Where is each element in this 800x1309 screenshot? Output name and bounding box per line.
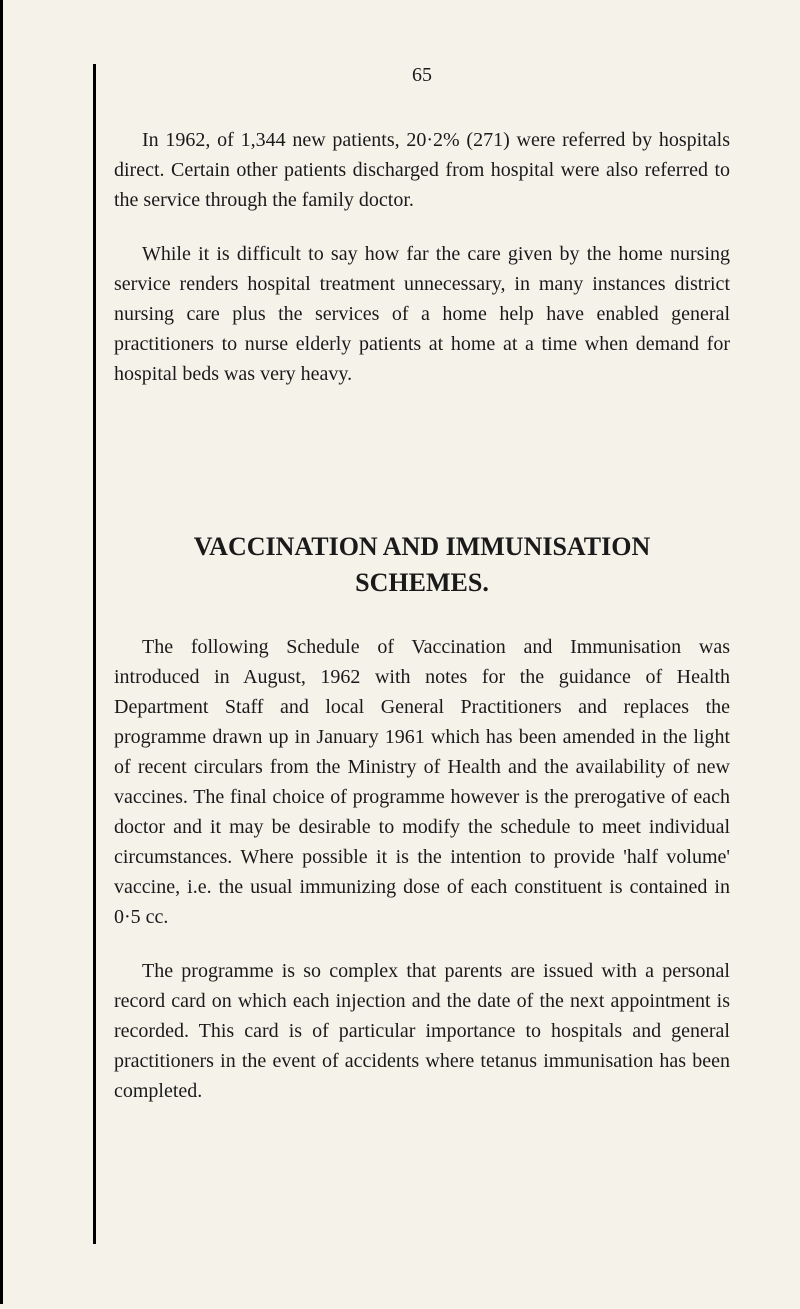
body-paragraph-4: The programme is so complex that parents… bbox=[114, 956, 730, 1106]
heading-line-2: SCHEMES. bbox=[355, 568, 489, 597]
body-paragraph-3: The following Schedule of Vaccination an… bbox=[114, 632, 730, 932]
document-page: 65 In 1962, of 1,344 new patients, 20·2%… bbox=[0, 0, 800, 1304]
section-heading: VACCINATION AND IMMUNISATION SCHEMES. bbox=[114, 529, 730, 602]
page-inner-border: 65 In 1962, of 1,344 new patients, 20·2%… bbox=[93, 64, 730, 1244]
page-number: 65 bbox=[114, 64, 730, 87]
heading-line-1: VACCINATION AND IMMUNISATION bbox=[194, 532, 651, 561]
body-paragraph-2: While it is difficult to say how far the… bbox=[114, 239, 730, 389]
body-paragraph-1: In 1962, of 1,344 new patients, 20·2% (2… bbox=[114, 125, 730, 215]
